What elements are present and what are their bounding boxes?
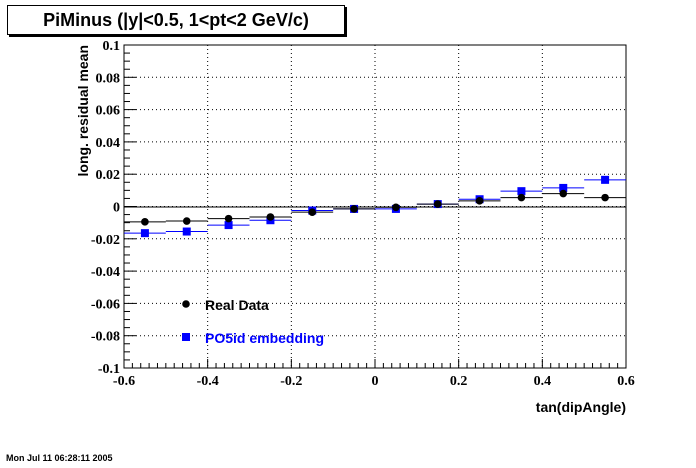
data-point-real bbox=[350, 205, 358, 213]
x-tick-label: -0.6 bbox=[113, 374, 135, 389]
y-tick-label: 0.1 bbox=[103, 39, 121, 54]
legend-marker-embedding bbox=[182, 333, 190, 341]
legend-label-real-data: Real Data bbox=[205, 297, 269, 313]
y-tick-label: 0.06 bbox=[96, 104, 121, 119]
x-tick-label: 0.4 bbox=[534, 374, 552, 389]
data-point-embedding bbox=[559, 183, 568, 192]
data-points bbox=[124, 175, 626, 238]
x-tick-labels: -0.6 -0.4 -0.2 0 0.2 0.4 0.6 bbox=[113, 374, 635, 389]
data-point-real bbox=[141, 218, 149, 226]
y-tick-label: -0.08 bbox=[91, 330, 120, 345]
y-tick-label: 0 bbox=[113, 201, 120, 216]
y-tick-label: 0.02 bbox=[96, 168, 121, 183]
data-point-embedding bbox=[517, 187, 526, 196]
x-tick-label: -0.2 bbox=[280, 374, 302, 389]
data-point-real bbox=[559, 189, 568, 198]
data-point-real bbox=[475, 197, 484, 205]
y-tick-label: -0.1 bbox=[98, 362, 120, 377]
data-point-real bbox=[433, 200, 442, 208]
x-tick-label: 0 bbox=[372, 374, 379, 389]
timestamp: Mon Jul 11 06:28:11 2005 bbox=[6, 453, 113, 463]
data-point-embedding bbox=[224, 221, 233, 230]
data-point-real bbox=[308, 208, 317, 216]
legend-label-embedding: PO5id embedding bbox=[205, 330, 324, 346]
x-tick-label: 0.6 bbox=[617, 374, 635, 389]
data-point-real bbox=[182, 217, 191, 225]
y-tick-label: -0.02 bbox=[91, 233, 120, 248]
data-point-real bbox=[266, 213, 275, 221]
x-tick-label: 0.2 bbox=[450, 374, 468, 389]
data-point-embedding bbox=[601, 175, 610, 184]
y-tick-label: -0.06 bbox=[91, 297, 120, 312]
data-point-real bbox=[517, 193, 526, 202]
axis-ticks bbox=[123, 44, 627, 369]
x-axis-label: tan(dipAngle) bbox=[536, 399, 626, 415]
y-tick-label: 0.08 bbox=[96, 71, 121, 86]
legend: Real Data PO5id embedding bbox=[182, 297, 324, 346]
data-point-real bbox=[601, 193, 609, 202]
y-tick-label: 0.04 bbox=[96, 136, 121, 151]
chart-title: PiMinus (|y|<0.5, 1<pt<2 GeV/c) bbox=[7, 5, 345, 35]
x-tick-label: -0.4 bbox=[197, 374, 219, 389]
y-tick-label: -0.04 bbox=[91, 265, 120, 280]
data-point-real bbox=[392, 203, 400, 212]
data-point-embedding bbox=[140, 229, 149, 238]
y-tick-labels: -0.1 -0.08 -0.06 -0.04 -0.02 0 0.02 0.04 0.06 0.0… bbox=[91, 39, 120, 377]
data-point-real bbox=[224, 214, 233, 223]
legend-marker-real-data bbox=[182, 300, 190, 308]
data-point-embedding bbox=[182, 227, 191, 236]
y-axis-label: long. residual mean bbox=[75, 45, 91, 176]
